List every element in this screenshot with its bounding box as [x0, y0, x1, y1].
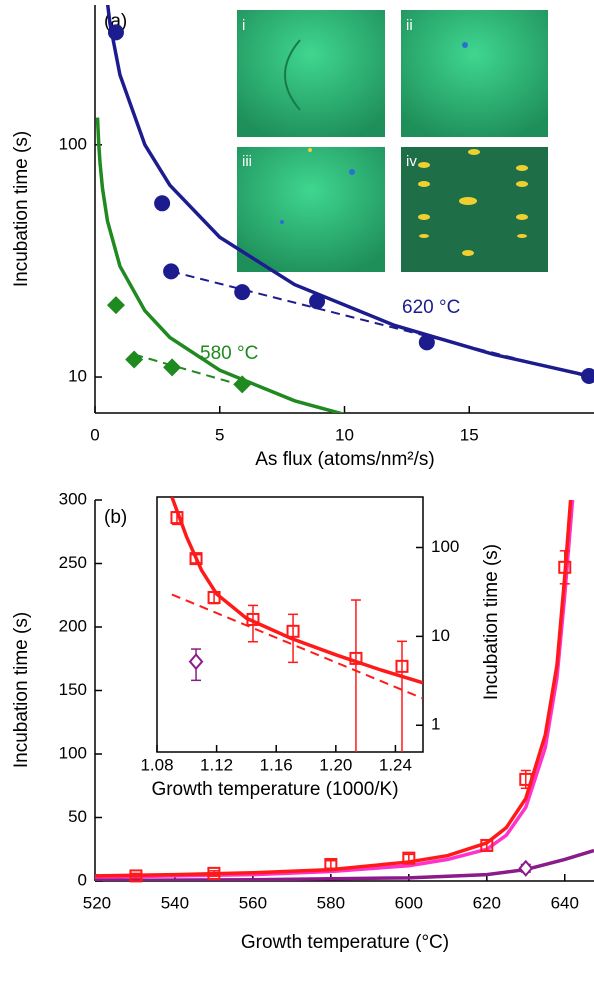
x-tick-label: 1.16 — [260, 755, 293, 774]
rheed-image — [401, 10, 548, 137]
point — [581, 368, 594, 384]
x-tick-label: 1.20 — [319, 755, 352, 774]
y-tick-label: 10 — [68, 367, 87, 386]
y-tick-label: 300 — [59, 489, 87, 508]
rheed-spot — [462, 42, 468, 48]
rheed-spot — [349, 169, 355, 175]
y-tick-label: 50 — [68, 807, 87, 826]
x-tick-label: 540 — [161, 893, 189, 912]
x-tick-label: 600 — [395, 893, 423, 912]
point — [154, 195, 170, 211]
y-tick-label: 1 — [431, 715, 440, 734]
plot-frame — [157, 497, 423, 752]
point — [419, 334, 435, 350]
y-tick-label: 10 — [431, 626, 450, 645]
annotation: (b) — [104, 507, 127, 528]
annotation: 580 °C — [200, 343, 258, 364]
y-tick-label: 100 — [59, 134, 87, 153]
x-tick-label: 15 — [460, 425, 479, 444]
x-tick-label: 10 — [335, 425, 354, 444]
x-tick-label: 1.24 — [379, 755, 412, 774]
x-axis-label: Growth temperature (°C) — [241, 932, 449, 953]
x-tick-label: 520 — [83, 893, 111, 912]
rheed-image — [237, 147, 385, 272]
x-tick-label: 5 — [215, 425, 224, 444]
rheed-spot — [308, 148, 312, 152]
y-tick-label: 0 — [78, 870, 87, 889]
point — [520, 861, 532, 875]
point — [125, 350, 143, 368]
x-tick-label: 640 — [551, 893, 579, 912]
image-label: ii — [406, 17, 413, 34]
chart-2: 1.08 1.12 1.16 1.20 1.24 1 10 100 Growth tempera… — [140, 497, 502, 800]
y-axis-label: Incubation time (s) — [481, 544, 502, 700]
y-tick-label: 100 — [431, 537, 459, 556]
figure: i ii iii iv 05101510100As flux (atoms/nm… — [0, 0, 594, 987]
y-tick-label: 250 — [59, 553, 87, 572]
x-tick-label: 580 — [317, 893, 345, 912]
image-label: iv — [406, 153, 417, 170]
x-tick-label: 620 — [473, 893, 501, 912]
x-tick-label: 1.12 — [200, 755, 233, 774]
y-tick-label: 150 — [59, 680, 87, 699]
point — [108, 24, 124, 40]
annotation: 620 °C — [402, 297, 460, 318]
x-tick-label: 560 — [239, 893, 267, 912]
point — [107, 296, 125, 314]
y-axis-label: Incubation time (s) — [11, 131, 32, 287]
x-tick-label: 1.08 — [140, 755, 173, 774]
point — [163, 358, 181, 376]
y-axis-label: Incubation time (s) — [11, 612, 32, 768]
x-tick-label: 0 — [90, 425, 99, 444]
y-tick-label: 200 — [59, 616, 87, 635]
x-axis-label: Growth temperature (1000/K) — [151, 779, 398, 800]
rheed-image — [237, 10, 385, 137]
y-tick-label: 100 — [59, 743, 87, 762]
x-axis-label: As flux (atoms/nm²/s) — [255, 449, 434, 470]
image-label: i — [242, 17, 245, 34]
rheed-images: i ii iii iv — [237, 10, 548, 272]
image-label: iii — [242, 153, 252, 170]
point — [309, 293, 325, 309]
point — [234, 284, 250, 300]
rheed-spot — [280, 220, 284, 224]
point — [163, 263, 179, 279]
